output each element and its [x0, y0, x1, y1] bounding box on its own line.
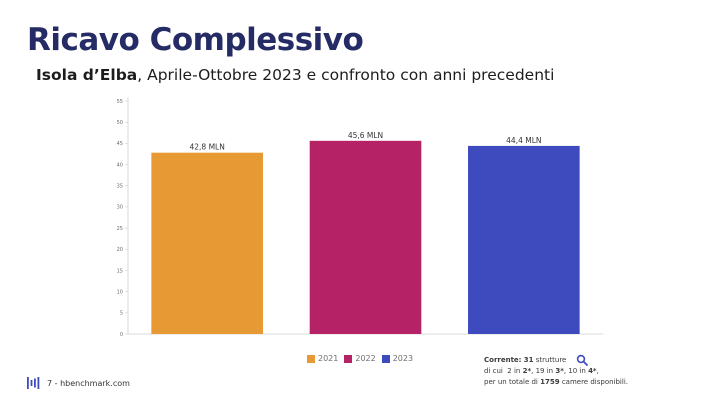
note-line-total: per un totale di 1759 camere disponibili…	[484, 377, 704, 388]
subtitle-location: Isola d’Elba	[36, 66, 138, 84]
bar-2021[interactable]	[151, 152, 263, 334]
subtitle-period: , Aprile-Ottobre 2023 e confronto con an…	[137, 66, 555, 84]
bar-2023[interactable]	[468, 145, 580, 334]
legend-label-2022: 2022	[355, 354, 376, 363]
page-subtitle: Isola d’Elba, Aprile-Ottobre 2023 e conf…	[36, 66, 554, 84]
bar-2022[interactable]	[309, 140, 422, 334]
footer: 7 - hbenchmark.com	[27, 377, 130, 389]
note-structures-word: strutture	[535, 355, 567, 364]
y-tick-label: 0	[120, 332, 123, 338]
bar-labels: 42,8 MLN 45,6 MLN 44,4 MLN	[189, 131, 541, 152]
note-breakdown-4star: 4*	[588, 367, 597, 375]
legend-label-2023: 2023	[392, 354, 414, 363]
structures-note: Corrente: 31 strutture di cui 2 in 2*, 1…	[484, 354, 704, 388]
y-tick-label: 50	[117, 120, 123, 126]
legend-swatch-2022	[344, 354, 353, 363]
note-structures-count: 31	[523, 355, 534, 364]
legend-item-2022[interactable]: 2022	[344, 354, 376, 363]
chart-legend: 2021 2022 2023	[307, 354, 413, 363]
bars	[151, 140, 580, 334]
note-breakdown-3star: 3*	[555, 367, 564, 375]
y-tick-label: 5	[120, 311, 123, 317]
bar-value-label-2021: 42,8 MLN	[189, 143, 224, 152]
y-tick-label: 55	[117, 99, 123, 105]
note-current-label: Corrente:	[484, 355, 522, 364]
note-breakdown-2star: 2*	[522, 367, 532, 375]
search-icon[interactable]	[576, 354, 589, 366]
legend-label-2021: 2021	[318, 354, 339, 363]
note-total-c: camere disponibili.	[559, 378, 628, 386]
bar-value-label-2022: 45,6 MLN	[348, 131, 383, 140]
note-breakdown-g: ,	[596, 367, 599, 375]
y-tick-label: 40	[117, 162, 123, 168]
y-tick-label: 30	[117, 205, 123, 211]
note-breakdown-c: , 19 in	[531, 367, 556, 375]
bar-value-label-2023: 44,4 MLN	[506, 136, 541, 145]
note-line-current: Corrente: 31 strutture	[484, 354, 704, 366]
note-total-rooms: 1759	[540, 378, 560, 386]
note-total-a: per un totale di	[484, 378, 541, 386]
legend-item-2023[interactable]: 2023	[381, 354, 414, 363]
y-tick-label: 35	[117, 184, 123, 190]
legend-item-2021[interactable]: 2021	[307, 354, 338, 363]
y-tick-label: 20	[117, 247, 123, 253]
legend-swatch-2021	[307, 354, 315, 363]
y-tick-label: 10	[117, 289, 123, 295]
note-breakdown-e: , 10 in	[563, 367, 589, 375]
y-tick-label: 45	[117, 141, 123, 147]
footer-page-text: 7 - hbenchmark.com	[47, 378, 130, 388]
note-line-breakdown: di cui 2 in 2*, 19 in 3*, 10 in 4*,	[484, 366, 704, 377]
y-tick-label: 25	[117, 226, 123, 232]
page-title: Ricavo Complessivo	[27, 22, 364, 58]
note-breakdown-a: di cui 2 in	[484, 367, 523, 375]
legend-swatch-2023	[381, 354, 390, 363]
hbenchmark-logo-icon	[27, 377, 41, 389]
y-tick-label: 15	[117, 268, 123, 274]
